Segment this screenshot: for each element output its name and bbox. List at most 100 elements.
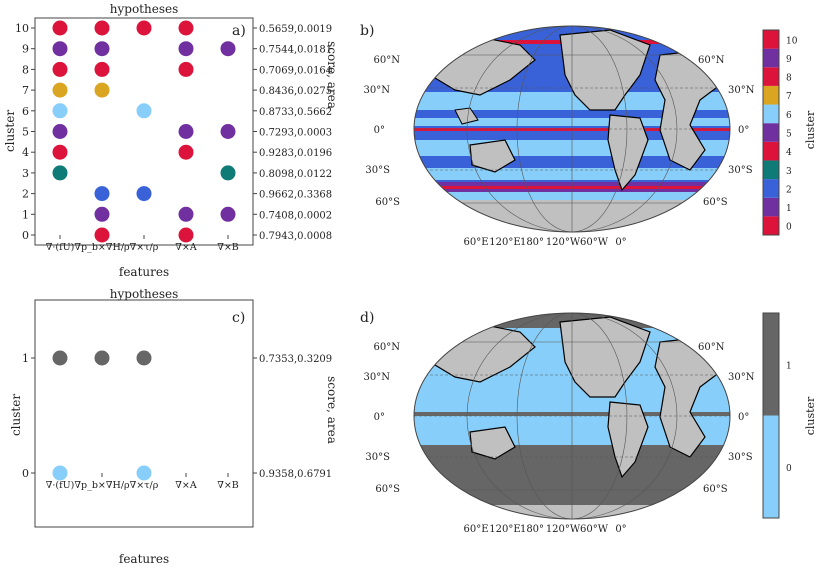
panel-c-ylabel: cluster bbox=[9, 394, 23, 436]
d-colorbar-tick: 1 bbox=[786, 361, 792, 371]
a-point-cluster-5 bbox=[178, 124, 194, 139]
a-ytick-label: 0 bbox=[22, 229, 29, 242]
c-point-cluster-0 bbox=[52, 465, 68, 481]
a-point-cluster-3 bbox=[220, 165, 236, 181]
a-rtick-label: 0.8733,0.5662 bbox=[259, 107, 332, 118]
c-xtick-label: ∇p_b×∇H/ρ bbox=[74, 480, 130, 491]
d-colorbar-segment-0 bbox=[763, 415, 779, 518]
a-rtick-label: 0.8098,0.0122 bbox=[259, 169, 332, 180]
c-rtick-label: 0.7353,0.3209 bbox=[259, 354, 332, 365]
a-point-cluster-8 bbox=[178, 61, 194, 77]
b-colorbar-frame bbox=[762, 29, 780, 236]
a-point-cluster-1 bbox=[220, 206, 236, 222]
a-point-cluster-1 bbox=[94, 206, 110, 222]
b-colorbar-segment-5 bbox=[763, 123, 779, 142]
d-lat-label-left: 60°N bbox=[374, 342, 401, 353]
d-lat-label-left: 30°S bbox=[365, 452, 390, 463]
panel-a-ylabel: cluster bbox=[3, 110, 17, 152]
c-xtick-label: ∇·(fU) bbox=[46, 480, 75, 491]
b-lat-label-left: 60°N bbox=[374, 55, 401, 66]
b-colorbar-segment-8 bbox=[763, 67, 779, 86]
d-lat-label-right: 60°S bbox=[703, 484, 728, 495]
b-colorbar-tick: 3 bbox=[786, 167, 792, 177]
a-xtick-label: ∇p_b×∇H/ρ bbox=[74, 242, 130, 253]
a-point-cluster-10 bbox=[52, 20, 68, 36]
b-colorbar-tick: 5 bbox=[786, 130, 792, 140]
d-lon-label: 60°W bbox=[580, 524, 609, 535]
a-point-cluster-4 bbox=[178, 144, 194, 160]
b-colorbar-tick: 8 bbox=[786, 74, 792, 84]
panel-c-label: c) bbox=[232, 310, 245, 326]
a-point-cluster-5 bbox=[52, 124, 68, 139]
b-colorbar-tick: 9 bbox=[786, 55, 792, 65]
a-point-cluster-6 bbox=[136, 103, 152, 119]
a-ytick-label: 4 bbox=[22, 146, 29, 159]
b-lon-label: 60°E bbox=[463, 237, 488, 248]
panel-c-title: hypotheses bbox=[110, 287, 178, 301]
d-lon-label: 120°E bbox=[489, 524, 520, 535]
b-colorbar-tick: 7 bbox=[786, 92, 792, 102]
panel-c: hypotheses c) cluster score, area featur… bbox=[9, 287, 339, 566]
d-lon-label: 180° bbox=[520, 524, 544, 535]
panel-d-colorbar-label: cluster bbox=[804, 396, 817, 435]
panel-b-map bbox=[414, 26, 730, 232]
d-lat-label-left: 60°S bbox=[375, 484, 400, 495]
panel-b-map-outline bbox=[413, 25, 731, 233]
b-colorbar-segment-6 bbox=[763, 104, 779, 124]
b-colorbar-tick: 4 bbox=[786, 148, 792, 158]
a-ytick-label: 5 bbox=[22, 126, 29, 139]
panel-a-ylabel-right: score, area bbox=[325, 41, 339, 109]
b-colorbar-segment-9 bbox=[763, 48, 779, 68]
b-colorbar-segment-1 bbox=[763, 197, 779, 217]
a-point-cluster-8 bbox=[52, 61, 68, 77]
b-lon-label: 120°E bbox=[489, 237, 520, 248]
b-lat-label-right: 30°S bbox=[728, 165, 753, 176]
a-point-cluster-10 bbox=[178, 20, 194, 36]
b-lat-label-left: 60°S bbox=[375, 197, 400, 208]
b-lon-label: 60°W bbox=[580, 237, 609, 248]
a-point-cluster-3 bbox=[52, 165, 68, 181]
a-point-cluster-6 bbox=[52, 103, 68, 119]
b-colorbar-segment-0 bbox=[763, 216, 779, 235]
a-point-cluster-0 bbox=[178, 227, 194, 243]
b-colorbar-tick: 2 bbox=[786, 185, 792, 195]
panel-a-label: a) bbox=[232, 23, 246, 39]
d-lat-label-right: 30°N bbox=[728, 372, 755, 383]
d-lat-label-right: 30°S bbox=[728, 452, 753, 463]
b-colorbar-segment-3 bbox=[763, 160, 779, 180]
a-point-cluster-1 bbox=[178, 206, 194, 222]
c-rtick-label: 0.9358,0.6791 bbox=[259, 469, 332, 480]
b-colorbar-tick: 1 bbox=[786, 204, 792, 214]
c-point-cluster-1 bbox=[136, 350, 152, 366]
b-lat-label-left: 30°N bbox=[364, 85, 391, 96]
b-lat-label-right: 0° bbox=[738, 125, 749, 136]
d-lat-label-left: 0° bbox=[374, 412, 385, 423]
panel-a-axes bbox=[34, 17, 254, 246]
a-rtick-label: 0.9283,0.0196 bbox=[259, 148, 332, 159]
panel-d-map bbox=[414, 313, 730, 519]
panel-b-label: b) bbox=[360, 23, 374, 39]
a-rtick-label: 0.7943,0.0008 bbox=[259, 231, 332, 242]
c-ytick-label: 1 bbox=[22, 352, 29, 365]
a-rtick-label: 0.7293,0.0003 bbox=[259, 128, 332, 139]
c-point-cluster-1 bbox=[94, 350, 110, 366]
d-lon-label: 60°E bbox=[463, 524, 488, 535]
panel-c-axes bbox=[34, 299, 254, 528]
b-colorbar-segment-7 bbox=[763, 85, 779, 105]
c-xtick-label: ∇×B bbox=[217, 480, 239, 491]
a-point-cluster-9 bbox=[178, 41, 194, 57]
a-point-cluster-7 bbox=[52, 82, 68, 98]
b-lon-label: 120°W bbox=[546, 237, 581, 248]
b-lon-label: 0° bbox=[615, 237, 626, 248]
a-ytick-label: 8 bbox=[22, 63, 29, 76]
b-lat-label-right: 60°S bbox=[703, 197, 728, 208]
a-point-cluster-9 bbox=[220, 41, 236, 57]
panel-a-xlabel: features bbox=[119, 265, 169, 279]
d-lat-label-right: 60°N bbox=[698, 342, 725, 353]
b-colorbar-tick: 6 bbox=[786, 111, 792, 121]
a-point-cluster-9 bbox=[52, 41, 68, 57]
panel-b-colorbar-label: cluster bbox=[804, 110, 817, 149]
a-point-cluster-10 bbox=[94, 20, 110, 36]
panel-c-xlabel: features bbox=[119, 552, 169, 566]
b-colorbar-segment-4 bbox=[763, 141, 779, 161]
